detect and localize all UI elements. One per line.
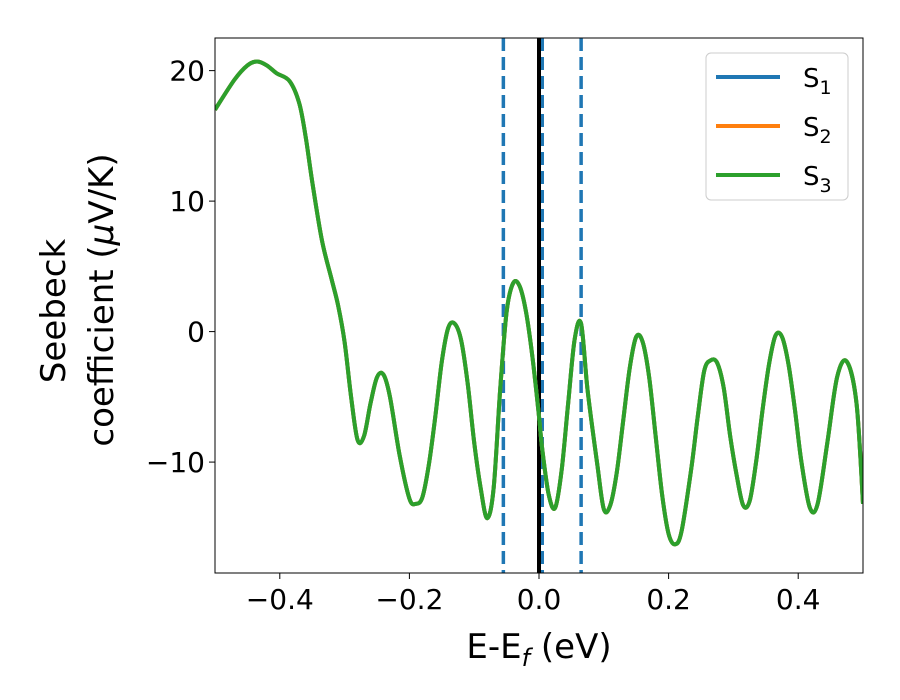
y-axis-title-prefix: coefficient ( — [82, 245, 122, 446]
x-tick-label: 0.0 — [517, 583, 562, 616]
y-tick-label: 20 — [169, 55, 205, 88]
legend: S1 S2 S3 — [705, 52, 849, 201]
x-tick-label: 0.4 — [776, 583, 821, 616]
y-tick-label: 10 — [169, 185, 205, 218]
x-axis-title-main: E-E — [466, 627, 521, 667]
legend-label-s2: S2 — [803, 113, 832, 148]
series-line-s3 — [215, 59, 863, 547]
x-axis-title-unit: (eV) — [530, 627, 612, 667]
y-ticks: −10 0 10 20 — [146, 55, 215, 479]
x-axis-title: E-Ef (eV) — [466, 627, 611, 672]
y-tick-label: −10 — [146, 446, 205, 479]
x-tick-label: −0.4 — [246, 583, 314, 616]
reference-lines — [501, 38, 583, 573]
legend-label-s3: S3 — [803, 162, 832, 197]
legend-label-s1: S1 — [803, 64, 832, 99]
x-tick-label: 0.2 — [646, 583, 691, 616]
x-ticks: −0.4 −0.2 0.0 0.2 0.4 — [246, 573, 821, 616]
y-axis-title-mu: μ — [82, 224, 122, 247]
y-tick-label: 0 — [187, 316, 205, 349]
y-axis-title-line1: Seebeck — [34, 239, 74, 384]
y-axis-title-line2: coefficient (μV/K) — [82, 153, 122, 446]
series-lines — [215, 59, 863, 547]
x-tick-label: −0.2 — [375, 583, 443, 616]
y-axis-title-suffix: V/K) — [82, 153, 122, 223]
